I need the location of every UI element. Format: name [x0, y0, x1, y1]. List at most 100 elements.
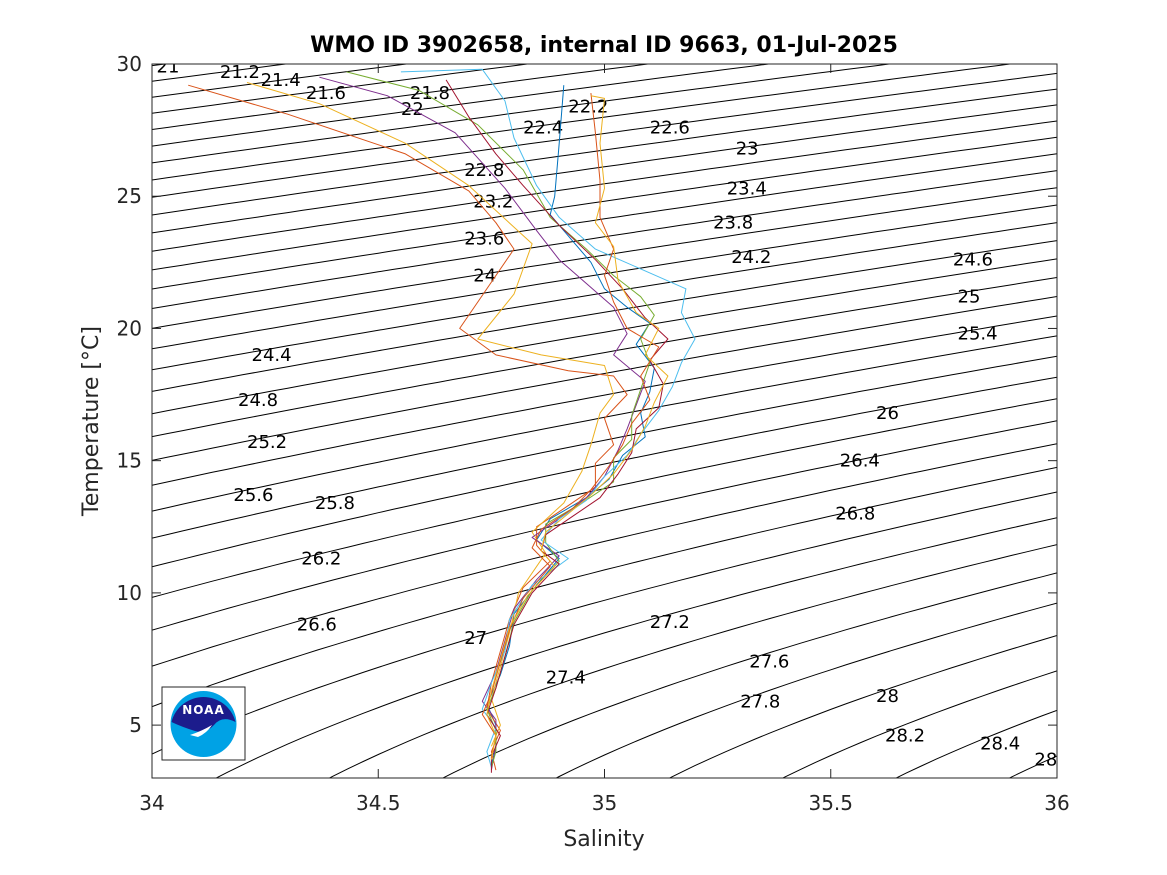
- isopycnal-label: 24.2: [731, 247, 771, 268]
- isopycnal-label: 21.6: [306, 83, 346, 104]
- isopycnal-line: [781, 670, 1057, 778]
- plot-area: [152, 64, 1057, 778]
- isopycnal-line: [152, 187, 1057, 329]
- isopycnal-line: [152, 222, 1057, 371]
- isopycnal-line: [152, 0, 1057, 35]
- isopycnal-label: 24.8: [238, 390, 278, 411]
- isopycnal-label: 21: [157, 57, 180, 78]
- x-axis: 34 34.5 35 35.5 36: [139, 64, 1070, 815]
- isopycnal-line: [328, 544, 1057, 778]
- isopycnal-line: [152, 376, 1057, 568]
- isopycnal-label: 28.6: [1034, 750, 1074, 771]
- x-tick-label: 34: [139, 791, 164, 815]
- isopycnal-line: [152, 240, 1057, 392]
- isopycnal-label: 26.2: [301, 549, 341, 570]
- isopycnal-label: 26.4: [840, 451, 880, 472]
- isopycnal-label: 27.8: [740, 691, 780, 712]
- profile-line-9: [486, 95, 669, 760]
- isopycnal-label: 24: [473, 266, 496, 287]
- isopycnal-line: [152, 64, 531, 114]
- isopycnal-labels: 21 21.2 21.421.6 21.822 22.222.4 22.622.82323…: [157, 57, 1074, 771]
- profile-line-2: [188, 84, 628, 771]
- isopycnal-label: 22.4: [523, 118, 563, 139]
- isopycnal-line: [152, 443, 1057, 667]
- profile-series: [188, 68, 696, 773]
- x-tick-label: 34.5: [356, 791, 401, 815]
- isopycnal-line: [152, 355, 1057, 539]
- isopycnal-line: [895, 709, 1057, 778]
- isopycnal-label: 27.4: [546, 668, 586, 689]
- isopycnal-line: [215, 517, 1057, 778]
- profile-line-8: [481, 93, 660, 757]
- isopycnal-label: 25.6: [233, 485, 273, 506]
- isopycnal-line: [152, 64, 773, 147]
- x-tick-label: 36: [1044, 791, 1069, 815]
- isopycnal-line: [152, 315, 1057, 486]
- isopycnal-label: 27.6: [749, 652, 789, 673]
- isopycnal-label: 22.2: [568, 96, 608, 117]
- isopycnal-line: [152, 491, 1057, 755]
- y-tick-label: 20: [117, 316, 142, 340]
- y-axis-label: Temperature [°C]: [79, 326, 104, 517]
- y-tick-label: 25: [117, 184, 142, 208]
- isopycnal-label: 23: [736, 139, 759, 160]
- isopycnal-line: [152, 277, 1057, 438]
- isopycnal-label: 21.4: [261, 70, 301, 91]
- isopycnal-line: [152, 64, 1014, 181]
- y-tick-label: 30: [117, 52, 142, 76]
- y-tick-label: 5: [129, 713, 142, 737]
- isopycnal-line: [152, 64, 411, 98]
- isopycnal-line: [152, 153, 1057, 290]
- chart-title: WMO ID 3902658, internal ID 9663, 01-Jul…: [310, 33, 898, 58]
- isopycnal-label: 28: [876, 686, 899, 707]
- isopycnal-line: [152, 420, 1057, 631]
- x-axis-label: Salinity: [563, 827, 644, 852]
- isopycnal-label: 23.6: [464, 229, 504, 250]
- isopycnal-label: 27.2: [650, 612, 690, 633]
- isopycnal-line: [152, 296, 1057, 461]
- isopycnal-line: [152, 88, 1057, 216]
- isopycnal-line: [555, 602, 1057, 778]
- isopycnal-lines: [152, 0, 1057, 778]
- isopycnal-label: 27: [464, 628, 487, 649]
- isopycnal-label: 25: [958, 287, 981, 308]
- isopycnal-line: [441, 572, 1057, 778]
- isopycnal-label: 21.8: [410, 83, 450, 104]
- isopycnal-label: 25.2: [247, 432, 287, 453]
- isopycnal-line: [152, 258, 1057, 415]
- isopycnal-label: 28.2: [885, 726, 925, 747]
- profile-line-7: [445, 79, 669, 773]
- isopycnal-line: [152, 136, 1057, 271]
- noaa-logo: NOAA: [161, 686, 246, 761]
- y-tick-label: 15: [117, 449, 142, 473]
- isopycnal-label: 26: [876, 403, 899, 424]
- profile-line-4: [319, 76, 646, 771]
- isopycnal-label: 26.8: [835, 504, 875, 525]
- isopycnal-line: [152, 170, 1057, 309]
- isopycnal-label: 25.8: [315, 493, 355, 514]
- isopycnal-label: 22.8: [464, 160, 504, 181]
- isopycnal-label: 21.2: [220, 62, 260, 83]
- isopycnal-line: [668, 635, 1057, 778]
- isopycnal-label: 28.4: [980, 734, 1020, 755]
- isopycnal-label: 23.4: [727, 178, 767, 199]
- noaa-logo-text: NOAA: [182, 703, 225, 717]
- x-tick-label: 35.5: [808, 791, 853, 815]
- isopycnal-line: [152, 72, 1057, 198]
- isopycnal-label: 26.6: [297, 615, 337, 636]
- isopycnal-label: 25.4: [958, 324, 998, 345]
- noaa-logo-gull: [190, 725, 212, 737]
- isopycnal-label: 23.8: [713, 213, 753, 234]
- y-axis: 5 10 15 20 25 30: [117, 52, 1057, 737]
- isopycnal-label: 22.6: [650, 118, 690, 139]
- isopycnal-line: [152, 466, 1057, 708]
- isopycnal-label: 24.6: [953, 250, 993, 271]
- isopycnal-line: [152, 335, 1057, 512]
- isopycnal-line: [152, 398, 1057, 598]
- noaa-logo-sky: [171, 697, 236, 732]
- isopycnal-line: [152, 104, 1057, 234]
- isopycnal-line: [152, 204, 1057, 350]
- isopycnal-label: 24.4: [252, 345, 292, 366]
- x-tick-label: 35: [592, 791, 617, 815]
